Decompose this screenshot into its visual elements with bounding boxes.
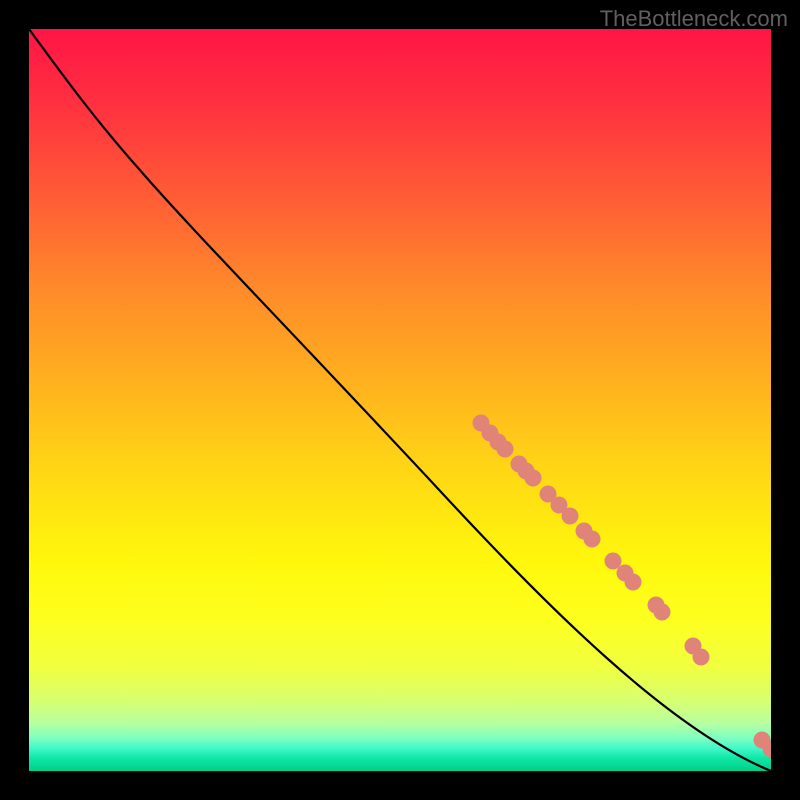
curve-layer — [29, 29, 771, 771]
data-marker — [693, 649, 710, 666]
bottleneck-curve — [29, 29, 771, 771]
data-marker — [525, 470, 542, 487]
marker-group — [473, 415, 772, 758]
data-marker — [497, 441, 514, 458]
data-marker — [605, 553, 622, 570]
data-marker — [654, 604, 671, 621]
plot-area — [29, 29, 771, 771]
data-marker — [625, 574, 642, 591]
data-marker — [584, 531, 601, 548]
watermark-text: TheBottleneck.com — [600, 6, 788, 32]
data-marker — [562, 508, 579, 525]
